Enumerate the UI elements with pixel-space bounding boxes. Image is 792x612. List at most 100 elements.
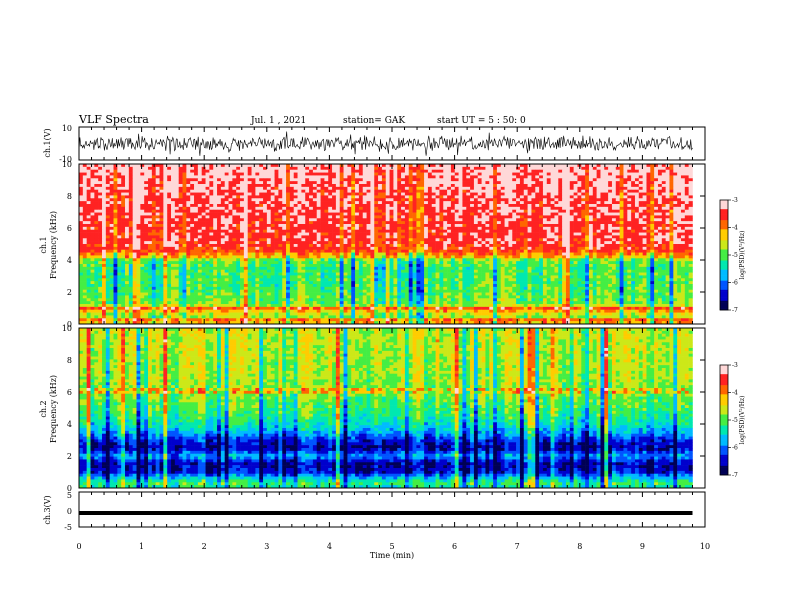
heatmap-cell <box>179 227 183 230</box>
heatmap-cell <box>225 173 229 176</box>
heatmap-cell <box>209 207 213 210</box>
heatmap-cell <box>451 184 455 187</box>
heatmap-cell <box>275 244 279 247</box>
heatmap-cell <box>175 184 179 187</box>
heatmap-cell <box>163 213 167 216</box>
heatmap-cell <box>359 201 363 204</box>
heatmap-cell <box>298 181 302 184</box>
heatmap-cell <box>217 244 221 247</box>
heatmap-cell <box>340 250 344 253</box>
heatmap-cell <box>554 227 558 230</box>
heatmap-cell <box>604 204 608 207</box>
heatmap-cell <box>206 244 210 247</box>
heatmap-cell <box>673 227 677 230</box>
heatmap-cell <box>512 207 516 210</box>
heatmap-cell <box>275 250 279 253</box>
heatmap-cell <box>290 184 294 187</box>
heatmap-cell <box>566 181 570 184</box>
heatmap-cell <box>562 178 566 181</box>
heatmap-cell <box>286 233 290 236</box>
heatmap-cell <box>102 230 106 233</box>
heatmap-cell <box>125 173 129 176</box>
heatmap-cell <box>459 198 463 201</box>
heatmap-cell <box>455 233 459 236</box>
heatmap-cell <box>666 184 670 187</box>
heatmap-cell <box>451 181 455 184</box>
heatmap-cell <box>620 250 624 253</box>
heatmap-cell <box>267 204 271 207</box>
heatmap-cell <box>106 204 110 207</box>
heatmap-cell <box>301 227 305 230</box>
heatmap-cell <box>367 230 371 233</box>
heatmap-cell <box>505 235 509 238</box>
heatmap-cell <box>639 187 643 190</box>
heatmap-cell <box>317 170 321 173</box>
heatmap-cell <box>317 250 321 253</box>
heatmap-cell <box>232 195 236 198</box>
heatmap-cell <box>459 207 463 210</box>
heatmap-cell <box>114 198 118 201</box>
heatmap-cell <box>677 175 681 178</box>
heatmap-cell <box>148 173 152 176</box>
heatmap-cell <box>386 213 390 216</box>
heatmap-cell <box>597 181 601 184</box>
heatmap-cell <box>355 227 359 230</box>
heatmap-cell <box>505 193 509 196</box>
heatmap-cell <box>512 233 516 236</box>
heatmap-cell <box>405 244 409 247</box>
heatmap-cell <box>355 235 359 238</box>
heatmap-cell <box>236 224 240 227</box>
heatmap-cell <box>121 235 125 238</box>
heatmap-cell <box>140 244 144 247</box>
heatmap-cell <box>148 201 152 204</box>
heatmap-cell <box>393 195 397 198</box>
heatmap-cell <box>439 213 443 216</box>
heatmap-cell <box>259 173 263 176</box>
heatmap-cell <box>248 250 252 253</box>
heatmap-cell <box>436 235 440 238</box>
heatmap-cell <box>451 235 455 238</box>
heatmap-cell <box>397 244 401 247</box>
heatmap-cell <box>508 241 512 244</box>
heatmap-cell <box>577 193 581 196</box>
heatmap-cell <box>662 198 666 201</box>
heatmap-cell <box>620 230 624 233</box>
heatmap-cell <box>681 238 685 241</box>
heatmap-cell <box>673 187 677 190</box>
heatmap-cell <box>639 204 643 207</box>
header-date: Jul. 1 , 2021 <box>250 116 306 126</box>
heatmap-cell <box>328 224 332 227</box>
heatmap-cell <box>673 207 677 210</box>
heatmap-cell <box>248 241 252 244</box>
heatmap-cell <box>685 224 689 227</box>
heatmap-cell <box>604 218 608 221</box>
heatmap-cell <box>505 227 509 230</box>
heatmap-cell <box>574 244 578 247</box>
heatmap-cell <box>608 227 612 230</box>
heatmap-cell <box>390 195 394 198</box>
heatmap-cell <box>451 170 455 173</box>
heatmap-cell <box>409 213 413 216</box>
heatmap-cell <box>175 213 179 216</box>
heatmap-cell <box>144 244 148 247</box>
heatmap-cell <box>482 227 486 230</box>
heatmap-cell <box>213 167 217 170</box>
heatmap-cell <box>202 187 206 190</box>
heatmap-cell <box>252 230 256 233</box>
heatmap-cell <box>137 198 141 201</box>
heatmap-cell <box>689 227 693 230</box>
heatmap-cell <box>321 238 325 241</box>
heatmap-cell <box>98 238 102 241</box>
heatmap-cell <box>581 170 585 173</box>
heatmap-cell <box>524 244 528 247</box>
heatmap-cell <box>393 218 397 221</box>
heatmap-cell <box>98 235 102 238</box>
heatmap-cell <box>554 244 558 247</box>
heatmap-cell <box>577 175 581 178</box>
heatmap-cell <box>125 198 129 201</box>
heatmap-cell <box>631 170 635 173</box>
heatmap-cell <box>367 218 371 221</box>
heatmap-cell <box>574 184 578 187</box>
heatmap-cell <box>589 181 593 184</box>
heatmap-cell <box>355 210 359 213</box>
